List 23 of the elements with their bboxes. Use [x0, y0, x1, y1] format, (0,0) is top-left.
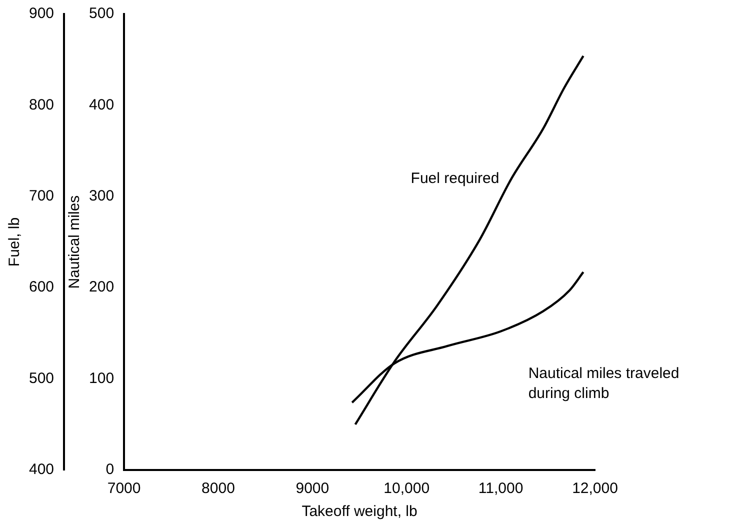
x-tick-label: 9000 [296, 480, 330, 498]
y2-tick-label: 100 [89, 370, 114, 387]
y-tick-label: 500 [28, 370, 54, 387]
x-tick-label: 11,000 [478, 480, 524, 498]
y2-tick-label: 400 [89, 96, 114, 114]
x-axis-title: Takeoff weight, lb [302, 503, 418, 520]
y2-tick-label: 200 [89, 278, 114, 296]
y-axis-title: Fuel, lb [6, 217, 24, 267]
y2-axis-title: Nautical miles [66, 195, 84, 289]
y2-tick-label: 0 [106, 461, 114, 478]
y-tick-label: 700 [28, 188, 54, 205]
y-tick-label: 800 [28, 96, 54, 114]
y2-tick-label: 300 [89, 188, 114, 205]
y-tick-label: 600 [28, 278, 54, 296]
x-tick-label: 7000 [107, 480, 141, 498]
x-tick-label: 8000 [202, 480, 235, 498]
x-tick-label: 12,000 [572, 480, 618, 498]
x-tick-label: 10,000 [384, 480, 430, 498]
annotation: Fuel required [410, 170, 500, 188]
annotation: Nautical miles traveled during climb [528, 365, 680, 402]
y2-tick-label: 500 [89, 5, 114, 22]
y-tick-label: 400 [28, 461, 54, 478]
y-tick-label: 900 [28, 5, 54, 22]
